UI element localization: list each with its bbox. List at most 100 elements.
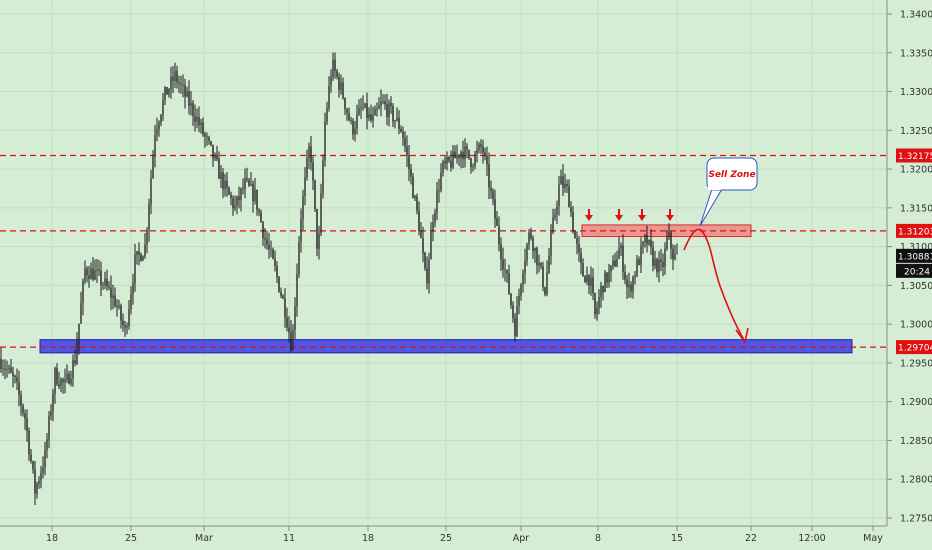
candle-body bbox=[210, 140, 212, 145]
candle-body bbox=[286, 317, 288, 328]
candle-body bbox=[546, 272, 548, 295]
candle-body bbox=[498, 225, 500, 245]
candle-body bbox=[190, 102, 192, 106]
candle-body bbox=[600, 285, 602, 298]
candle-body bbox=[290, 332, 292, 351]
candle-body bbox=[492, 190, 494, 200]
candle-body bbox=[18, 382, 20, 395]
candle-body bbox=[46, 439, 48, 450]
candle-body bbox=[220, 172, 222, 179]
candle-body bbox=[260, 212, 262, 223]
candle-body bbox=[302, 195, 304, 220]
price-tick-label: 1.27500 bbox=[900, 514, 932, 525]
candle-body bbox=[586, 274, 588, 283]
candle-body bbox=[480, 144, 482, 147]
candle-body bbox=[486, 155, 488, 165]
candle-body bbox=[508, 273, 510, 294]
candle-body bbox=[298, 241, 300, 275]
candle-body bbox=[324, 121, 326, 161]
candle-body bbox=[420, 231, 422, 239]
candle-body bbox=[26, 418, 28, 431]
candle-body bbox=[648, 239, 650, 245]
level-price-badge bbox=[896, 148, 932, 163]
candle-body bbox=[390, 103, 392, 107]
candle-body bbox=[624, 272, 626, 280]
candle-body bbox=[534, 247, 536, 252]
candle-body bbox=[172, 76, 174, 81]
candle-body bbox=[448, 156, 450, 161]
candle-body bbox=[416, 196, 418, 211]
candle-body bbox=[426, 268, 428, 284]
candle-body bbox=[174, 70, 176, 81]
candle-body bbox=[74, 360, 76, 364]
candle-body bbox=[144, 244, 146, 257]
candle-body bbox=[244, 178, 246, 190]
candle-body bbox=[194, 115, 196, 122]
candle-body bbox=[608, 271, 610, 283]
candle-body bbox=[446, 156, 448, 164]
candle-body bbox=[40, 472, 42, 481]
price-tick-label: 1.31000 bbox=[900, 242, 932, 253]
candle-layer bbox=[0, 52, 678, 505]
candle-body bbox=[90, 268, 92, 280]
candle-body bbox=[196, 117, 198, 122]
candle-body bbox=[414, 196, 416, 199]
candle-body bbox=[232, 198, 234, 209]
candle-body bbox=[676, 253, 678, 255]
price-tick-label: 1.32500 bbox=[900, 126, 932, 137]
down-arrow-head-icon bbox=[666, 215, 674, 221]
candle-body bbox=[634, 275, 636, 277]
candle-body bbox=[280, 291, 282, 296]
candle-body bbox=[242, 188, 244, 190]
price-tick-label: 1.29000 bbox=[900, 397, 932, 408]
candle-body bbox=[122, 320, 124, 326]
candle-body bbox=[370, 114, 372, 121]
candle-body bbox=[620, 245, 622, 249]
candle-body bbox=[340, 82, 342, 90]
candle-body bbox=[330, 76, 332, 86]
candle-body bbox=[488, 164, 490, 188]
candle-body bbox=[582, 263, 584, 277]
candle-body bbox=[454, 151, 456, 159]
candle-body bbox=[522, 272, 524, 285]
candle-body bbox=[630, 284, 632, 292]
candle-body bbox=[350, 120, 352, 122]
candle-body bbox=[94, 270, 96, 280]
level-price-label: 1.29704 bbox=[898, 344, 932, 354]
candle-body bbox=[154, 134, 156, 156]
candle-body bbox=[362, 107, 364, 109]
candle-body bbox=[342, 82, 344, 99]
candle-body bbox=[462, 151, 464, 160]
candle-body bbox=[444, 161, 446, 164]
candle-body bbox=[536, 247, 538, 266]
candle-body bbox=[120, 305, 122, 321]
candle-body bbox=[22, 405, 24, 414]
candle-body bbox=[484, 152, 486, 156]
candle-body bbox=[158, 122, 160, 130]
candle-body bbox=[86, 268, 88, 276]
candle-body bbox=[64, 379, 66, 383]
candle-body bbox=[58, 384, 60, 387]
candle-body bbox=[632, 276, 634, 292]
candle-body bbox=[126, 326, 128, 328]
candle-body bbox=[510, 293, 512, 306]
time-tick-label: 25 bbox=[125, 533, 137, 544]
candle-body bbox=[16, 377, 18, 383]
candle-body bbox=[98, 269, 100, 271]
candle-body bbox=[170, 76, 172, 90]
candle-body bbox=[34, 469, 36, 494]
candle-body bbox=[502, 259, 504, 270]
candle-body bbox=[476, 149, 478, 155]
candle-body bbox=[234, 205, 236, 209]
candle-body bbox=[604, 272, 606, 293]
candle-body bbox=[296, 274, 298, 307]
candle-body bbox=[638, 259, 640, 265]
candle-body bbox=[106, 278, 108, 287]
candle-body bbox=[322, 160, 324, 194]
candle-body bbox=[588, 274, 590, 286]
candle-body bbox=[200, 122, 202, 126]
candle-body bbox=[76, 343, 78, 364]
candle-body bbox=[8, 367, 10, 370]
price-axis-ticks: 1.34000 1.33500 1.33000 1.32500 1.32000 1.315… bbox=[887, 10, 932, 525]
